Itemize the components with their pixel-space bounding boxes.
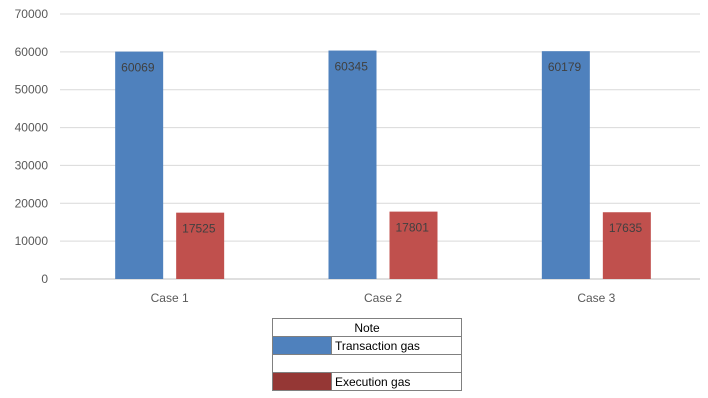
y-tick-label: 70000 <box>15 7 49 21</box>
bars: 60069 17525 60345 17801 60179 17635 <box>115 50 651 279</box>
legend-table: Note Transaction gas Execution gas <box>272 318 462 391</box>
y-axis: 0 10000 20000 30000 40000 50000 60000 70000 <box>15 7 49 286</box>
legend-swatch-execution-gas <box>272 372 332 391</box>
category-label: Case 2 <box>364 291 402 305</box>
y-tick-label: 40000 <box>15 121 49 135</box>
y-tick-label: 30000 <box>15 158 49 172</box>
data-label: 17635 <box>609 221 643 235</box>
bar <box>115 51 164 279</box>
bar <box>328 50 377 279</box>
data-label: 17525 <box>182 222 216 236</box>
legend-title: Note <box>272 318 462 337</box>
y-tick-label: 0 <box>41 272 48 286</box>
bar <box>602 212 651 279</box>
category-label: Case 1 <box>151 291 189 305</box>
bar <box>389 211 438 279</box>
bar-chart: 0 10000 20000 30000 40000 50000 60000 70000 600… <box>15 7 700 305</box>
legend-label-execution-gas: Execution gas <box>331 372 462 391</box>
data-label: 60345 <box>335 60 369 74</box>
y-tick-label: 50000 <box>15 83 49 97</box>
data-label: 17801 <box>396 221 430 235</box>
bar <box>541 51 590 279</box>
legend-swatch-transaction-gas <box>272 336 332 355</box>
gridlines <box>60 13 700 280</box>
data-label: 60179 <box>548 60 582 74</box>
y-tick-label: 20000 <box>15 196 49 210</box>
legend-spacer-row <box>272 354 462 373</box>
x-axis: Case 1 Case 2 Case 3 <box>151 291 616 305</box>
category-label: Case 3 <box>577 291 615 305</box>
bar <box>176 212 225 279</box>
legend-label-transaction-gas: Transaction gas <box>331 336 462 355</box>
data-label: 60069 <box>121 61 155 75</box>
y-tick-label: 60000 <box>15 45 49 59</box>
y-tick-label: 10000 <box>15 234 49 248</box>
